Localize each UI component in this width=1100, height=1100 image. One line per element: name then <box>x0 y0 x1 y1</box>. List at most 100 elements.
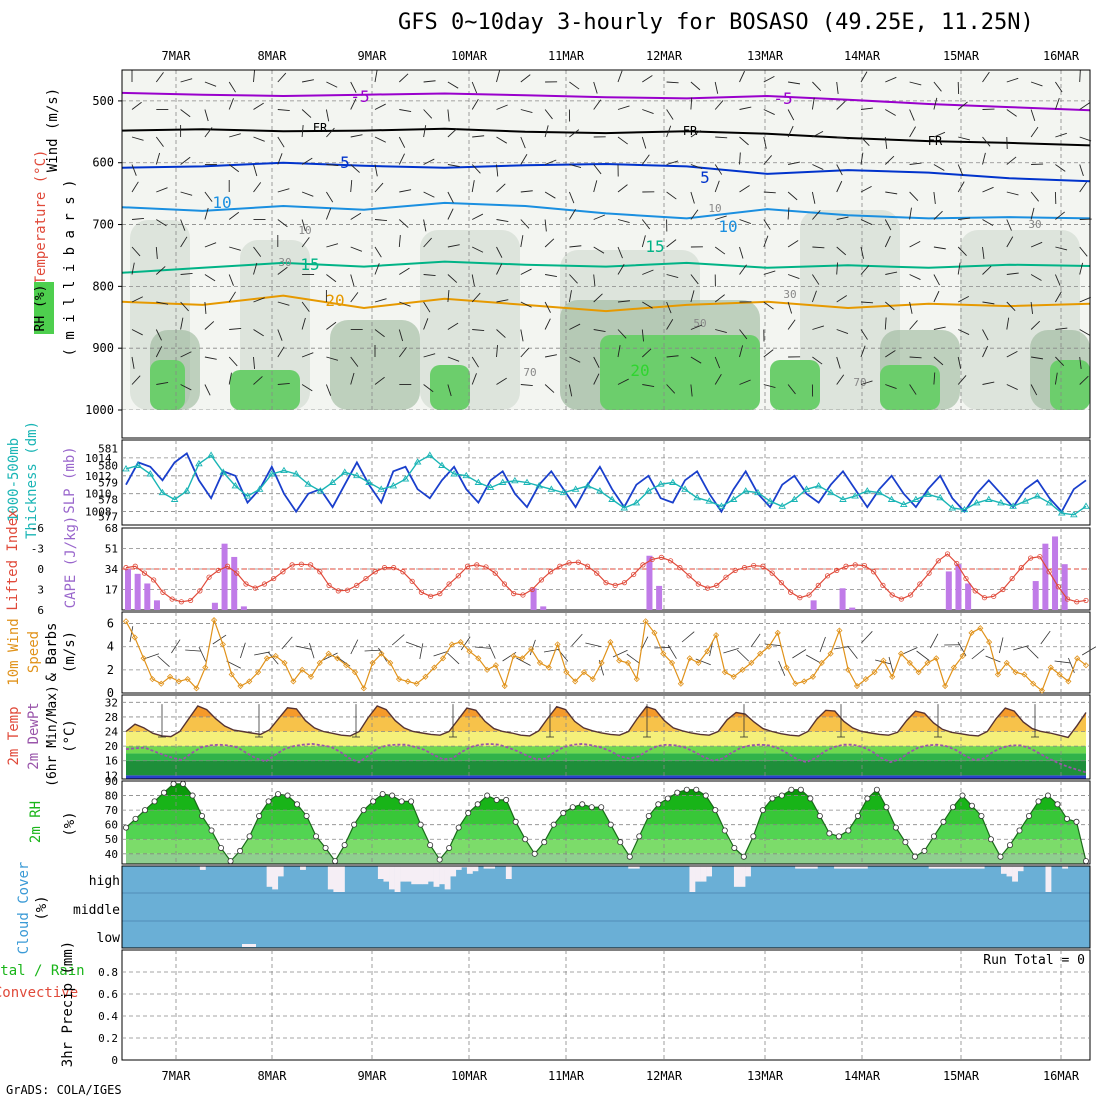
wind-barb <box>253 329 264 337</box>
high-cloud-gap <box>272 866 279 890</box>
thickness-marker <box>997 499 1005 506</box>
lifted-index-marker <box>224 563 231 569</box>
high-cloud-gap <box>745 866 751 877</box>
wind-barb-10m <box>516 657 531 666</box>
rh-marker <box>1083 858 1090 865</box>
wind-barb <box>1006 191 1019 196</box>
wind-barb <box>593 274 596 287</box>
wind-barb <box>569 274 578 284</box>
wind-barb <box>1030 81 1043 87</box>
rh-shading <box>240 240 310 410</box>
wind10m-label-1: 10m Wind <box>6 618 22 685</box>
cape-bar <box>955 564 962 610</box>
dewpoint-line <box>125 742 1087 774</box>
lifted-index-marker <box>280 569 286 575</box>
wind-barb <box>253 136 265 142</box>
wind-barb <box>496 329 506 338</box>
thickness-marker <box>936 493 944 501</box>
wind-barb-10m <box>916 650 930 661</box>
wind-barb <box>885 109 896 116</box>
contour-label: 10 <box>718 217 737 236</box>
wind-barb <box>253 182 262 193</box>
thickness-line <box>125 454 1087 516</box>
wind-barb <box>229 246 241 251</box>
wind-barb <box>277 72 287 83</box>
rh-marker <box>1025 812 1032 819</box>
wind-barb <box>496 299 509 303</box>
wind-barb <box>812 246 825 249</box>
wind-barb <box>739 152 741 165</box>
wind-barb <box>1055 164 1066 172</box>
wind-barb <box>787 109 795 121</box>
wind-barb-10m <box>626 653 640 664</box>
wind-barb <box>957 101 968 110</box>
li-tick-label: 6 <box>37 604 44 617</box>
rh-marker <box>826 830 833 837</box>
wind-barb <box>933 210 943 220</box>
thickness-marker <box>656 480 665 487</box>
wind-barb <box>180 78 193 83</box>
wind-speed-marker <box>334 655 341 662</box>
wind-barb <box>374 329 385 338</box>
wind-barb <box>253 356 255 369</box>
high-cloud-gap <box>1062 866 1069 869</box>
wind-barb <box>228 356 238 367</box>
wind-barb <box>982 152 986 165</box>
thickness-marker <box>280 466 288 474</box>
high-cloud-gap <box>377 866 384 879</box>
wind-barb-10m <box>350 639 359 655</box>
thickness-marker <box>620 504 629 511</box>
wind-barb <box>982 381 995 385</box>
lifted-index-line <box>125 553 1087 603</box>
wind-barb <box>350 98 357 110</box>
rh-marker <box>246 833 253 840</box>
wind-speed-marker <box>439 655 447 662</box>
wind-barb-10m <box>957 641 967 657</box>
cape-bar <box>144 583 151 610</box>
wind-barb <box>787 301 793 314</box>
precip-convective-label: Convective <box>0 985 78 1001</box>
wind-barb <box>885 76 897 83</box>
wind-barb <box>131 101 142 110</box>
wind-barb <box>544 219 547 232</box>
wind-barb <box>204 384 211 396</box>
thickness-marker <box>851 492 859 499</box>
rh-marker <box>626 853 633 860</box>
temp-contour <box>121 91 1091 112</box>
wind-barb <box>277 153 283 165</box>
high-cloud-gap <box>839 866 846 869</box>
cape-bar <box>1052 536 1059 610</box>
temp-contour <box>121 201 1091 220</box>
rh-marker <box>1035 798 1042 805</box>
lifted-index-marker <box>1018 565 1024 571</box>
wind-speed-marker <box>871 669 878 676</box>
low-cloud-gap <box>242 944 256 947</box>
rh-marker <box>1073 818 1080 825</box>
contour-label: 30 <box>1028 218 1041 231</box>
wind-speed-marker <box>219 641 226 648</box>
wind-speed-marker <box>369 659 376 666</box>
rh-marker <box>845 827 852 834</box>
thickness-marker <box>571 485 580 492</box>
wind-barb <box>860 136 870 146</box>
wind-barb-10m <box>309 642 315 659</box>
wind-barb <box>131 296 143 303</box>
wind-barb <box>471 81 478 94</box>
high-cloud-gap <box>333 866 340 892</box>
contour-label: 20 <box>630 361 649 380</box>
thickness-marker <box>1009 502 1017 509</box>
wind-barb <box>374 263 380 275</box>
rh-marker <box>550 821 557 828</box>
wind-barb <box>447 290 450 303</box>
high-cloud-gap <box>1012 866 1018 882</box>
thickness-marker <box>583 482 592 489</box>
wind-barb <box>423 301 431 313</box>
wind-barb <box>836 81 839 94</box>
wind-barb <box>763 384 776 389</box>
rh-marker <box>636 833 643 840</box>
wind-barb <box>957 262 961 275</box>
wind-barb <box>131 218 144 220</box>
wind-barb <box>812 130 824 138</box>
temp-band <box>126 760 1086 776</box>
wind-speed-marker <box>730 673 737 680</box>
